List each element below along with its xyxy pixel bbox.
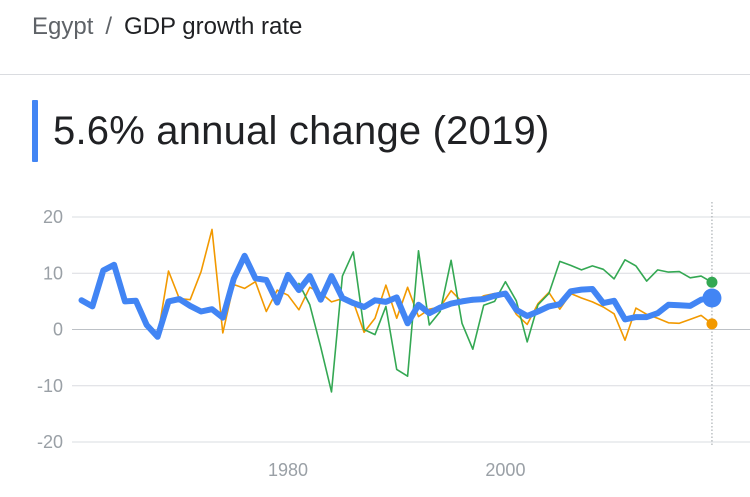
y-tick-label: 0 <box>53 320 63 340</box>
headline-value: 5.6% annual change (2019) <box>53 108 550 153</box>
growth-chart[interactable]: 20 10 0 -10 -20 1980 2000 <box>0 190 750 497</box>
series-line <box>298 249 713 393</box>
y-tick-label: 10 <box>43 263 63 283</box>
breadcrumb-separator: / <box>105 13 113 40</box>
series-line <box>80 228 713 341</box>
breadcrumb-parent-link[interactable]: Egypt <box>32 13 94 40</box>
series-end-point <box>702 288 722 308</box>
y-tick-label: -10 <box>37 376 63 396</box>
headline: 5.6% annual change (2019) <box>32 100 549 162</box>
series-line <box>78 252 715 340</box>
breadcrumb-current: GDP growth rate <box>124 13 303 40</box>
y-tick-label: 20 <box>43 207 63 227</box>
x-tick-label: 1980 <box>268 460 308 480</box>
headline-accent-bar <box>32 100 38 162</box>
y-tick-label: -20 <box>37 432 63 452</box>
breadcrumb: Egypt / GDP growth rate <box>32 10 302 44</box>
series-end-point <box>706 276 718 288</box>
header-divider <box>0 74 750 75</box>
series-end-point <box>706 318 718 330</box>
x-tick-label: 2000 <box>485 460 525 480</box>
